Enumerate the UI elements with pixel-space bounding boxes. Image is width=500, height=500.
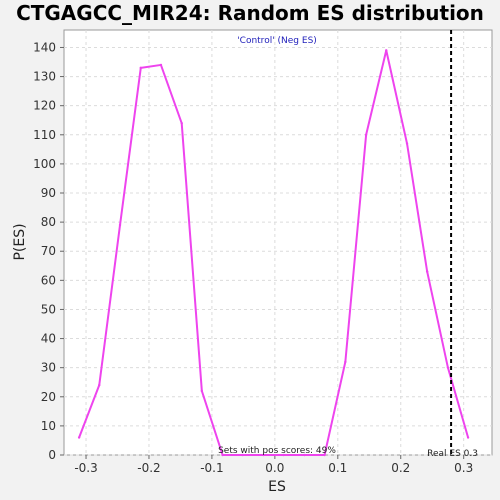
data-point — [221, 453, 224, 457]
y-tick-label: 100 — [33, 157, 56, 171]
data-point — [323, 453, 326, 457]
data-point — [139, 66, 142, 70]
data-point — [282, 453, 285, 457]
y-tick-label: 20 — [41, 390, 56, 404]
data-point — [385, 49, 388, 52]
data-point — [77, 436, 81, 439]
y-tick-label: 40 — [41, 332, 56, 346]
data-point — [262, 453, 265, 457]
y-tick-label: 0 — [48, 448, 56, 462]
x-tick-label: 0.2 — [391, 461, 410, 475]
y-axis-label: P(ES) — [12, 223, 28, 260]
x-axis: -0.3 -0.2 -0.1 0.0 0.1 0.2 0.3 — [74, 455, 473, 475]
real-es-annotation: Real ES 0.3 — [427, 449, 478, 459]
x-tick-label: -0.1 — [200, 461, 223, 475]
y-tick-label: 30 — [41, 361, 56, 375]
data-point — [98, 383, 101, 387]
y-tick-label: 10 — [41, 419, 56, 433]
series-points — [77, 49, 470, 457]
plot-area — [63, 29, 493, 456]
x-tick-label: 0.1 — [328, 461, 347, 475]
y-tick-label: 140 — [33, 40, 56, 54]
grid — [64, 30, 492, 456]
data-point — [200, 389, 204, 393]
data-point — [344, 360, 347, 364]
x-axis-label: ES — [268, 479, 286, 495]
x-tick-label: -0.2 — [137, 461, 160, 475]
data-point — [405, 142, 409, 145]
series-line — [78, 50, 470, 456]
data-point — [364, 133, 368, 136]
y-tick-label: 50 — [41, 302, 56, 316]
x-tick-label: -0.3 — [74, 461, 97, 475]
data-point — [425, 270, 429, 273]
data-point — [180, 121, 183, 125]
y-axis: 0 10 20 30 40 50 60 70 80 90 100 110 120 130 140 — [33, 40, 64, 462]
data-point — [118, 223, 122, 227]
pos-scores-annotation: Sets with pos scores: 49% — [218, 446, 336, 456]
chart-title: CTGAGCC_MIR24: Random ES distribution — [16, 1, 484, 25]
data-point — [303, 453, 306, 457]
data-point — [466, 436, 470, 439]
data-point — [159, 63, 163, 67]
y-tick-label: 110 — [33, 128, 56, 142]
y-tick-label: 80 — [41, 215, 56, 229]
x-tick-label: 0.0 — [265, 461, 284, 475]
y-tick-label: 120 — [33, 99, 56, 113]
y-tick-label: 60 — [41, 273, 56, 287]
x-tick-label: 0.3 — [454, 461, 473, 475]
y-tick-label: 130 — [33, 70, 56, 84]
chart-subtitle: 'Control' (Neg ES) — [237, 36, 317, 46]
y-tick-label: 90 — [41, 186, 56, 200]
data-point — [446, 366, 450, 369]
y-tick-label: 70 — [41, 244, 56, 258]
data-point — [241, 453, 244, 457]
